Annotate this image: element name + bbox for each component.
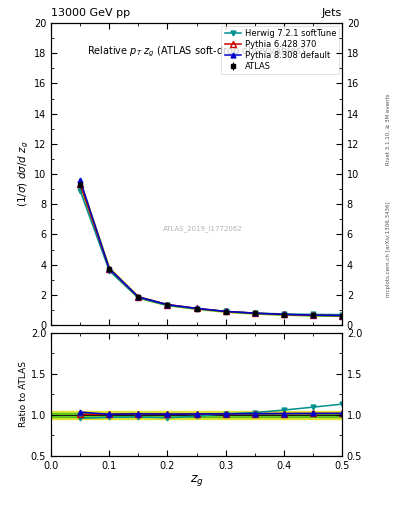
Pythia 6.428 370 (223, 308, 228, 314)
Bar (51, 411, 342, 419)
Herwig 7.2.1 softTune (107, 268, 112, 274)
Text: 13000 GeV pp: 13000 GeV pp (51, 8, 130, 18)
Text: ATLAS_2019_I1772062: ATLAS_2019_I1772062 (162, 225, 242, 232)
Pythia 8.308 default (194, 305, 199, 311)
Pythia 8.308 default (310, 312, 315, 318)
Y-axis label: Ratio to ATLAS: Ratio to ATLAS (19, 361, 28, 427)
Text: mcplots.cern.ch [arXiv:1306.3436]: mcplots.cern.ch [arXiv:1306.3436] (386, 202, 391, 297)
Herwig 7.2.1 softTune (165, 303, 170, 309)
X-axis label: $z_g$: $z_g$ (189, 473, 204, 488)
Herwig 7.2.1 softTune (223, 308, 228, 314)
Pythia 6.428 370 (78, 181, 83, 187)
Herwig 7.2.1 softTune (310, 311, 315, 317)
Pythia 8.308 default (281, 311, 286, 317)
Y-axis label: $(1/\sigma)$ $d\sigma/d$ $z_g$: $(1/\sigma)$ $d\sigma/d$ $z_g$ (17, 141, 31, 207)
Bar (51, 413, 342, 417)
Pythia 8.308 default (223, 308, 228, 314)
Pythia 6.428 370 (281, 311, 286, 317)
Pythia 8.308 default (78, 177, 83, 183)
Line: Pythia 8.308 default: Pythia 8.308 default (78, 178, 344, 318)
Herwig 7.2.1 softTune (340, 311, 344, 317)
Pythia 8.308 default (107, 266, 112, 272)
Line: Herwig 7.2.1 softTune: Herwig 7.2.1 softTune (78, 188, 344, 317)
Pythia 6.428 370 (340, 312, 344, 318)
Pythia 6.428 370 (252, 310, 257, 316)
Herwig 7.2.1 softTune (281, 311, 286, 317)
Line: Pythia 6.428 370: Pythia 6.428 370 (77, 181, 345, 318)
Herwig 7.2.1 softTune (194, 306, 199, 312)
Pythia 8.308 default (340, 312, 344, 318)
Pythia 8.308 default (136, 294, 141, 300)
Pythia 6.428 370 (136, 294, 141, 300)
Text: Rivet 3.1.10, ≥ 3M events: Rivet 3.1.10, ≥ 3M events (386, 93, 391, 164)
Herwig 7.2.1 softTune (136, 295, 141, 301)
Herwig 7.2.1 softTune (78, 187, 83, 194)
Pythia 6.428 370 (165, 302, 170, 308)
Pythia 8.308 default (165, 302, 170, 308)
Pythia 6.428 370 (194, 305, 199, 311)
Pythia 6.428 370 (107, 266, 112, 272)
Text: Jets: Jets (321, 8, 342, 18)
Pythia 6.428 370 (310, 312, 315, 318)
Legend: Herwig 7.2.1 softTune, Pythia 6.428 370, Pythia 8.308 default, ATLAS: Herwig 7.2.1 softTune, Pythia 6.428 370,… (221, 26, 340, 74)
Pythia 8.308 default (252, 310, 257, 316)
Herwig 7.2.1 softTune (252, 310, 257, 316)
Text: Relative $p_T$ $z_g$ (ATLAS soft-drop observables): Relative $p_T$ $z_g$ (ATLAS soft-drop ob… (87, 44, 306, 58)
